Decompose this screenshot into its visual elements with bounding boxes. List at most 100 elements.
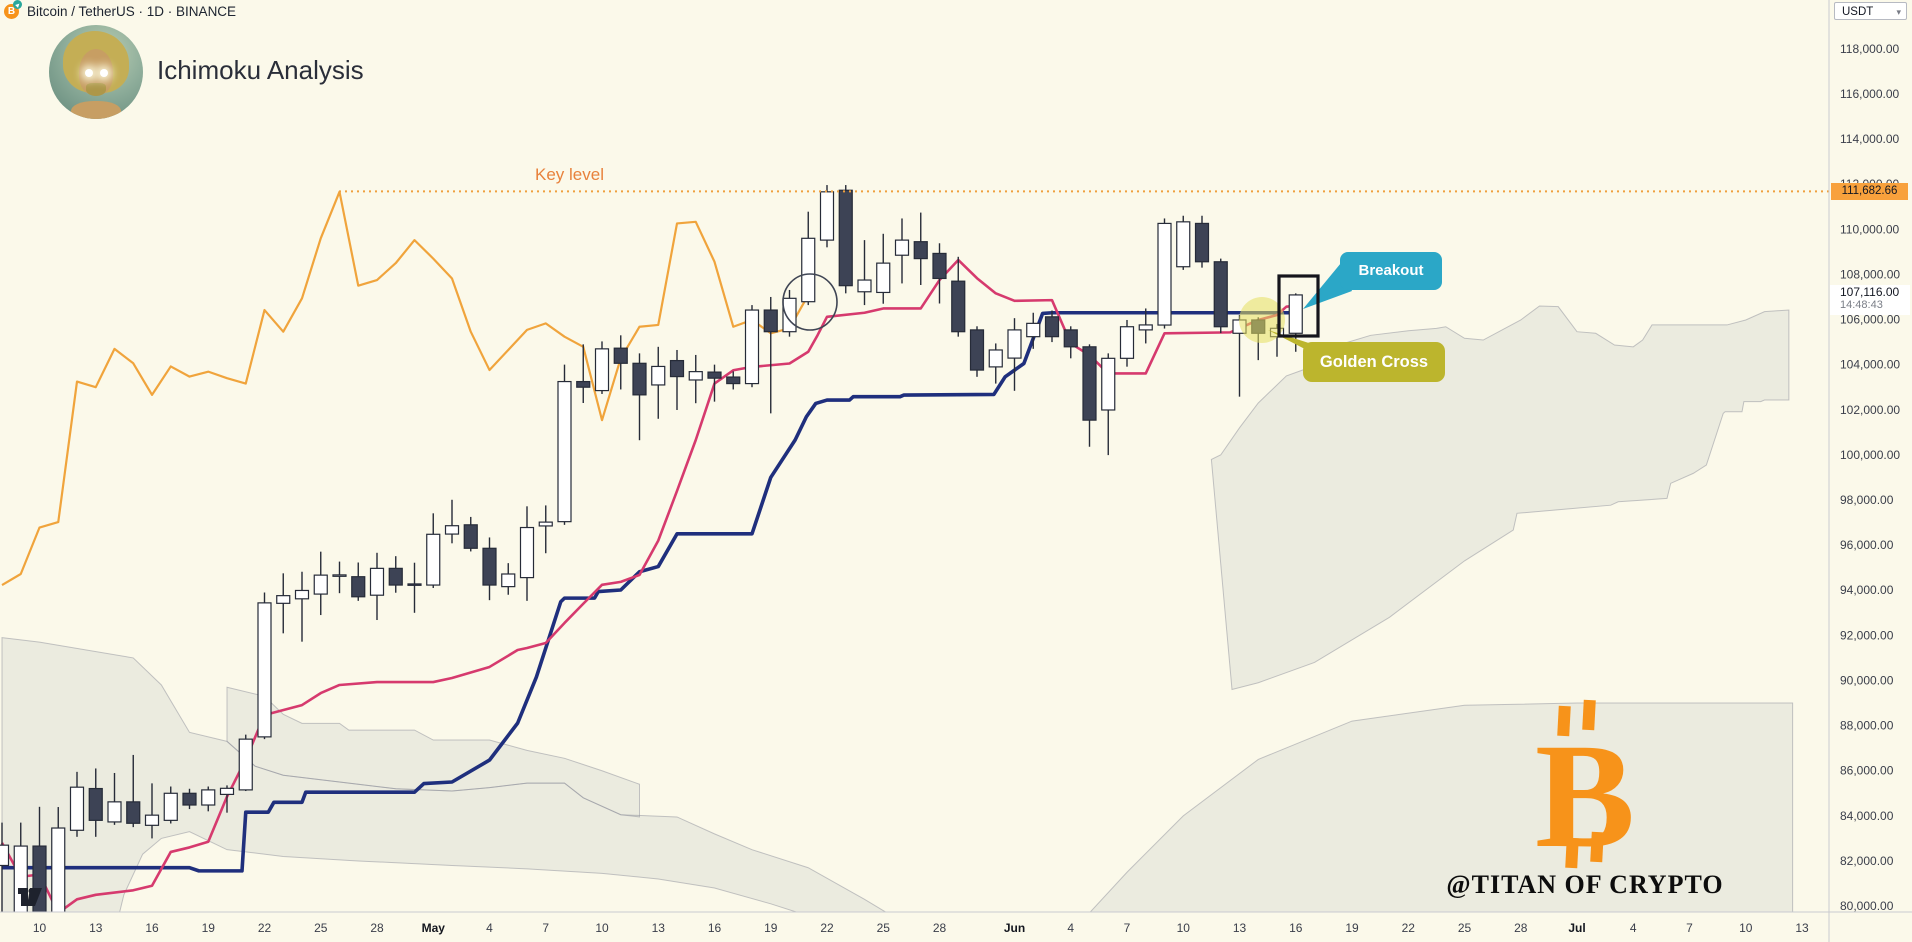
time-tick-label: 25 [314, 921, 328, 935]
candle-up [782, 297, 797, 333]
candle-up [557, 380, 572, 523]
candle-up [257, 602, 272, 738]
candle-up [107, 801, 122, 823]
candle-down [351, 576, 366, 598]
candle-up [369, 567, 385, 596]
avatar [49, 25, 143, 119]
price-tick-label: 94,000.00 [1840, 583, 1894, 597]
candle-up [1138, 324, 1153, 331]
time-tick-label: 16 [145, 921, 159, 935]
time-tick-label: 4 [1067, 921, 1074, 935]
candle-up [69, 786, 85, 831]
price-tick-label: 84,000.00 [1840, 809, 1894, 823]
candle-up [144, 814, 160, 826]
time-tick-label: 28 [933, 921, 947, 935]
candle-up [538, 521, 553, 527]
candle-down [88, 787, 103, 821]
source-badge-icon [13, 0, 22, 9]
price-tick-label: 114,000.00 [1840, 132, 1899, 146]
time-tick-label: 7 [1124, 921, 1131, 935]
symbol-title[interactable]: Bitcoin / TetherUS · 1D · BINANCE [27, 4, 237, 19]
time-tick-label: Jun [1004, 921, 1025, 935]
candle-up [219, 787, 235, 796]
golden-cross-callout[interactable]: Golden Cross [1303, 342, 1445, 382]
ichimoku-cloud [226, 686, 640, 818]
price-tick-label: 108,000.00 [1840, 267, 1900, 281]
price-tick-label: 100,000.00 [1840, 448, 1900, 462]
candle-up [1026, 322, 1041, 338]
time-tick-label: 16 [708, 921, 722, 935]
chikou-span-line [1, 190, 810, 586]
price-tick-label: 80,000.00 [1840, 899, 1894, 913]
time-tick-label: 10 [1739, 921, 1753, 935]
candle-up [519, 526, 535, 579]
chikou-circle-annotation [782, 273, 838, 331]
candle-up [444, 525, 460, 535]
candle-up [201, 789, 216, 806]
tradingview-logo[interactable] [18, 888, 42, 906]
current-price-badge: 107,116.00 14:48:43 [1830, 285, 1910, 315]
candle-up [894, 239, 910, 256]
candle-down [1082, 346, 1097, 421]
candle-up [426, 533, 441, 586]
time-tick-label: 22 [1402, 921, 1416, 935]
time-tick-label: 13 [1795, 921, 1809, 935]
candle-up [1157, 222, 1172, 326]
candle-up [651, 365, 666, 386]
price-tick-label: 96,000.00 [1840, 538, 1894, 552]
time-tick-label: Jul [1568, 921, 1585, 935]
time-tick-label: 16 [1289, 921, 1303, 935]
candle-up [1119, 326, 1135, 359]
candle-up [1288, 294, 1303, 334]
bar-countdown: 14:48:43 [1840, 299, 1883, 311]
candle-up [163, 792, 178, 821]
candle-down [932, 252, 947, 280]
candle-down [126, 801, 141, 824]
time-tick-label: 19 [1345, 921, 1359, 935]
price-tick-label: 116,000.00 [1840, 87, 1899, 101]
candle-down [1063, 329, 1078, 348]
time-tick-label: 25 [1458, 921, 1472, 935]
breakout-callout[interactable]: Breakout [1340, 252, 1442, 290]
candle-up [0, 844, 10, 867]
time-tick-label: 4 [486, 921, 493, 935]
candle-up [332, 574, 347, 577]
kijun-base-line [2, 310, 1302, 873]
current-price: 107,116.00 [1840, 285, 1900, 299]
candle-up [688, 371, 703, 381]
candle-up [1176, 221, 1191, 268]
ichimoku-cloud [1210, 305, 1790, 691]
time-tick-label: 19 [202, 921, 216, 935]
price-tick-label: 102,000.00 [1840, 403, 1900, 417]
time-tick-label: 7 [542, 921, 549, 935]
page-title: Ichimoku Analysis [157, 55, 364, 85]
candle-up [857, 279, 872, 293]
candle-down [1213, 261, 1228, 328]
candle-up [276, 595, 291, 604]
currency-selector[interactable]: USDT ▾ [1834, 2, 1907, 20]
candle-down [763, 309, 778, 333]
price-tick-label: 92,000.00 [1840, 628, 1894, 642]
time-tick-label: 28 [1514, 921, 1528, 935]
time-tick-label: 25 [877, 921, 891, 935]
price-tick-label: 88,000.00 [1840, 719, 1894, 733]
time-tick-label: 10 [33, 921, 47, 935]
time-tick-label: May [422, 921, 446, 935]
time-tick-label: 22 [258, 921, 272, 935]
time-tick-label: 28 [370, 921, 384, 935]
candle-up [1007, 329, 1022, 359]
time-tick-label: 10 [595, 921, 609, 935]
candle-up [294, 589, 310, 600]
plot-area [0, 185, 1794, 912]
candle-up [1101, 357, 1116, 411]
golden-cross-highlight [1239, 297, 1285, 343]
tenkan-conversion-line [0, 258, 1302, 912]
candle-up [819, 191, 835, 241]
price-tick-label: 82,000.00 [1840, 854, 1894, 868]
bitcoin-watermark-icon: B [1535, 699, 1635, 879]
candle-down [913, 241, 928, 260]
key-level-label[interactable]: Key level [535, 165, 604, 184]
candle-down [838, 189, 853, 287]
